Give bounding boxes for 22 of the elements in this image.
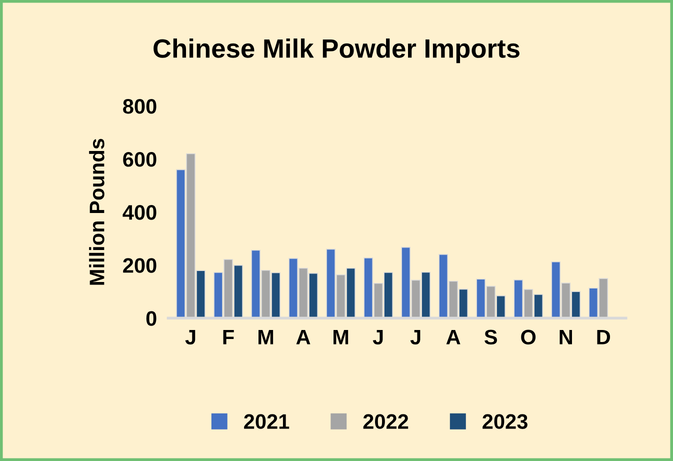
x-tick-label: M: [258, 330, 274, 344]
legend-label: 2023: [482, 414, 528, 429]
x-tick-label: D: [597, 330, 610, 344]
y-axis-title: Million Pounds: [89, 138, 104, 285]
x-tick-label: J: [372, 330, 383, 345]
x-tick-label: N: [560, 330, 572, 344]
x-tick-label: J: [410, 330, 420, 345]
y-tick-label: 200: [123, 258, 156, 273]
x-tick-label: M: [334, 330, 348, 344]
x-tick-label: S: [484, 330, 497, 345]
y-tick-label: 600: [123, 152, 156, 167]
y-tick-label: 400: [122, 205, 156, 220]
x-tick-label: F: [223, 330, 234, 344]
legend-label: 2022: [363, 414, 408, 429]
x-tick-label: J: [185, 330, 196, 345]
x-tick-label: A: [446, 330, 460, 344]
y-tick-label: 800: [123, 99, 156, 114]
x-tick-label: A: [296, 330, 310, 344]
legend-label: 2021: [244, 414, 290, 429]
y-tick-label: 0: [146, 311, 156, 326]
chart-title: Chinese Milk Powder Imports: [154, 38, 520, 64]
x-tick-label: O: [521, 330, 536, 345]
